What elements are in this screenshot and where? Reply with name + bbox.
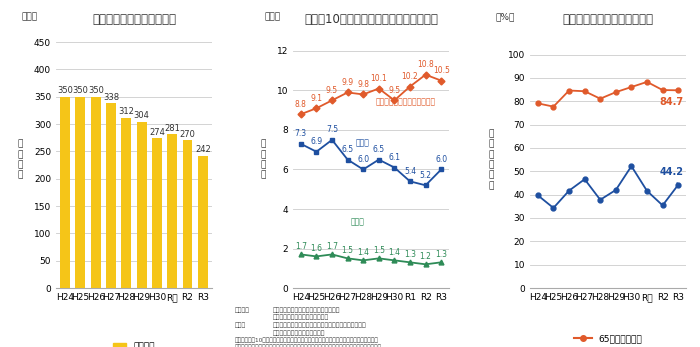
Text: 274: 274	[149, 128, 164, 137]
Text: 350: 350	[88, 86, 104, 95]
Text: 7.3: 7.3	[295, 129, 307, 138]
Text: 他産業：死亡災害報告（厚労省）: 他産業：死亡災害報告（厚労省）	[273, 315, 329, 320]
Text: 6.1: 6.1	[389, 153, 400, 162]
Y-axis label: 高
齢
者
の
割
合: 高 齢 者 の 割 合	[489, 129, 494, 190]
Text: 5.4: 5.4	[404, 167, 416, 176]
Bar	[167, 135, 177, 288]
Text: 281: 281	[164, 124, 180, 133]
Bar	[91, 97, 101, 288]
Text: （注）就業者10万人当たり死亡事故者数の算出において就業者として使用していた農業就
　　　業人口の調査が令和元年で終了したため、令和２年から農業従事者数を使用し: （注）就業者10万人当たり死亡事故者数の算出において就業者として使用していた農業…	[234, 338, 382, 347]
Text: 8.8: 8.8	[295, 100, 307, 109]
Text: 9.8: 9.8	[357, 80, 369, 89]
Text: 350: 350	[73, 86, 88, 95]
Text: 6.0: 6.0	[435, 155, 447, 164]
Text: 312: 312	[118, 107, 134, 116]
Text: 就業者: 就業者	[234, 322, 246, 328]
Text: 1.5: 1.5	[373, 246, 385, 255]
Text: 9.5: 9.5	[389, 86, 400, 95]
Bar	[60, 97, 70, 288]
Text: 死亡者数: 死亡者数	[234, 307, 249, 313]
Y-axis label: 死
亡
者
数: 死 亡 者 数	[260, 139, 265, 180]
Text: 農　業：農作業死亡事故調査（農水省）: 農 業：農作業死亡事故調査（農水省）	[273, 307, 340, 313]
Y-axis label: 死
亡
者
数: 死 亡 者 数	[18, 139, 22, 180]
Text: 農業（農業従事者数ベース）: 農業（農業従事者数ベース）	[376, 97, 436, 106]
Text: （%）: （%）	[496, 12, 515, 21]
Text: 1.7: 1.7	[326, 242, 338, 251]
Text: 農　業：農林業センサス、農業構造動態調査（農水省）: 農 業：農林業センサス、農業構造動態調査（農水省）	[273, 322, 367, 328]
Text: 6.9: 6.9	[310, 137, 323, 146]
Legend: 死亡者数: 死亡者数	[109, 339, 159, 347]
Text: 5.2: 5.2	[419, 171, 432, 180]
Text: 242: 242	[195, 145, 211, 154]
Bar	[121, 118, 132, 288]
Text: 1.5: 1.5	[342, 246, 354, 255]
Text: 304: 304	[134, 111, 150, 120]
Text: 6.5: 6.5	[372, 145, 385, 154]
Text: 7.5: 7.5	[326, 125, 338, 134]
Title: 農作業事故死亡者数の推移: 農作業事故死亡者数の推移	[92, 13, 176, 26]
Text: 10.8: 10.8	[417, 60, 434, 69]
Text: 1.2: 1.2	[419, 252, 431, 261]
Text: 6.5: 6.5	[342, 145, 354, 154]
Text: 9.1: 9.1	[310, 94, 323, 103]
Title: 死亡者における高齢者の割合: 死亡者における高齢者の割合	[563, 13, 654, 26]
Legend: 65歳以上の割合, 80歳以上の割合: 65歳以上の割合, 80歳以上の割合	[570, 331, 646, 347]
Text: 350: 350	[57, 86, 73, 95]
Bar	[136, 122, 146, 288]
Text: 44.2: 44.2	[659, 168, 683, 185]
Text: 他産業：労働力調査（総務省）: 他産業：労働力調査（総務省）	[273, 330, 326, 336]
Title: 就業者10万人当たり死亡事故者数の推移: 就業者10万人当たり死亡事故者数の推移	[304, 13, 438, 26]
Text: 1.3: 1.3	[435, 250, 447, 259]
Text: 1.7: 1.7	[295, 242, 307, 251]
Text: 1.6: 1.6	[310, 244, 323, 253]
Text: 建設業: 建設業	[356, 139, 370, 148]
Text: 10.2: 10.2	[402, 72, 419, 81]
Text: 9.9: 9.9	[342, 78, 354, 87]
Text: 10.1: 10.1	[370, 74, 387, 83]
Text: 9.5: 9.5	[326, 86, 338, 95]
Text: 10.5: 10.5	[433, 66, 449, 75]
Text: 全産業: 全産業	[351, 218, 365, 227]
Bar	[76, 97, 85, 288]
Text: 1.4: 1.4	[357, 248, 369, 257]
Text: 1.3: 1.3	[404, 250, 416, 259]
Text: 84.7: 84.7	[659, 90, 684, 108]
Text: 1.4: 1.4	[389, 248, 400, 257]
Bar	[152, 138, 162, 288]
Bar	[106, 103, 116, 288]
Bar	[183, 141, 193, 288]
Text: 270: 270	[179, 130, 195, 139]
Text: 6.0: 6.0	[357, 155, 370, 164]
Bar	[198, 156, 208, 288]
Text: 338: 338	[103, 93, 119, 102]
Text: （人）: （人）	[265, 12, 281, 21]
Text: （人）: （人）	[22, 12, 38, 21]
